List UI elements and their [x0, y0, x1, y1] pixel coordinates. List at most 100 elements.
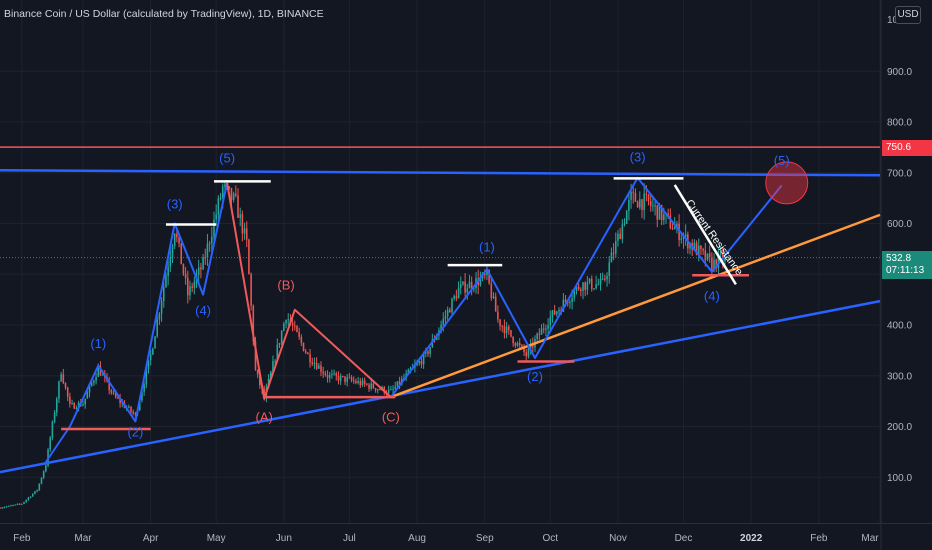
candle: [224, 184, 226, 187]
candle: [176, 233, 178, 238]
countdown-label: 07:11:13: [886, 265, 925, 276]
candle: [518, 342, 521, 346]
wave-label: (A): [256, 409, 273, 424]
x-tick-label: May: [207, 533, 226, 544]
currency-button[interactable]: USD: [895, 6, 921, 24]
candle: [652, 205, 654, 207]
candle: [328, 374, 331, 378]
candle: [95, 376, 97, 381]
candle: [130, 406, 132, 412]
candle: [200, 267, 202, 270]
candle: [178, 237, 180, 244]
candle: [606, 275, 608, 280]
candle: [25, 499, 27, 502]
candle: [269, 371, 272, 379]
candle: [671, 228, 674, 230]
wave-label: (3): [167, 196, 183, 211]
x-tick-label: Jul: [343, 533, 356, 544]
candle: [211, 236, 213, 244]
candle: [243, 228, 246, 234]
candle: [453, 296, 455, 299]
candle: [505, 326, 508, 334]
candle: [536, 333, 538, 340]
candle: [398, 381, 401, 385]
candle: [186, 277, 189, 296]
level-mark: [673, 184, 737, 286]
candle: [311, 362, 314, 365]
candle: [64, 382, 67, 388]
candle: [239, 214, 241, 218]
candle: [248, 239, 250, 275]
candle: [278, 343, 281, 345]
candle: [422, 353, 425, 365]
candle: [202, 257, 204, 270]
candle: [649, 201, 652, 206]
candle: [507, 326, 510, 331]
candle: [588, 278, 591, 282]
candle: [645, 193, 648, 195]
candle: [156, 319, 159, 337]
candle: [162, 287, 165, 301]
candle: [590, 278, 593, 289]
candle: [88, 385, 91, 393]
candle: [272, 361, 274, 372]
candle: [523, 346, 525, 353]
candle: [206, 243, 209, 258]
candle: [682, 236, 685, 239]
chart-title: Binance Coin / US Dollar (calculated by …: [4, 8, 324, 20]
candle: [617, 233, 619, 241]
candle: [632, 191, 635, 193]
candle: [342, 375, 344, 377]
upper-channel-line: [0, 168, 881, 177]
candle: [149, 354, 152, 360]
candle: [245, 228, 248, 240]
candle: [134, 413, 137, 415]
candle: [516, 342, 519, 346]
lower-channel-line: [0, 299, 881, 474]
candle: [486, 270, 488, 276]
candle: [597, 284, 600, 286]
candle: [215, 214, 217, 220]
candle: [527, 348, 530, 357]
wave-label: (5): [774, 153, 790, 168]
candle: [673, 226, 676, 230]
candle: [610, 252, 613, 263]
candle: [547, 325, 549, 329]
x-tick-label: Sep: [476, 533, 494, 544]
candle: [444, 316, 447, 319]
wave-label: (C): [382, 409, 400, 424]
candle: [285, 320, 287, 324]
candle: [425, 351, 427, 354]
candle: [99, 366, 102, 376]
candle: [429, 347, 431, 354]
candle: [468, 281, 471, 289]
candle: [23, 501, 25, 504]
candle: [577, 286, 580, 290]
candle: [582, 282, 584, 291]
candle: [706, 253, 709, 261]
candle: [634, 192, 637, 202]
candle: [562, 299, 565, 312]
candle: [564, 299, 567, 302]
candle: [62, 374, 65, 383]
wave-label: (B): [277, 277, 294, 292]
candle: [145, 369, 148, 385]
candle: [38, 483, 41, 491]
candle: [357, 381, 359, 383]
candle: [556, 311, 558, 315]
candle: [324, 373, 327, 376]
candle: [396, 381, 399, 387]
candle: [154, 336, 156, 349]
candle: [558, 309, 560, 312]
candle: [117, 397, 119, 399]
candle: [97, 366, 100, 377]
candle: [708, 253, 711, 257]
candle: [488, 270, 490, 284]
candle: [630, 191, 632, 201]
candle: [379, 389, 381, 391]
x-tick-label: Mar: [74, 533, 92, 544]
candle: [503, 326, 506, 334]
candle: [221, 186, 224, 198]
